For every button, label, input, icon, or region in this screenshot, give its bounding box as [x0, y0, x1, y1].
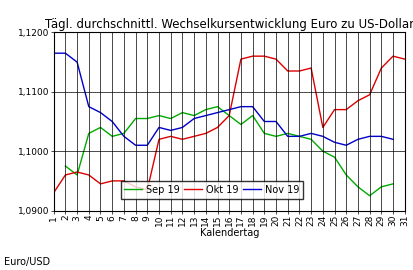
Okt 19	[203, 132, 208, 135]
Nov 19	[145, 144, 150, 147]
Nov 19	[63, 52, 68, 55]
Okt 19	[157, 138, 161, 141]
Nov 19	[75, 60, 80, 64]
Sep 19	[356, 185, 361, 188]
Nov 19	[86, 105, 91, 108]
Okt 19	[75, 170, 80, 174]
Text: Euro/USD: Euro/USD	[4, 257, 50, 267]
Sep 19	[63, 164, 68, 168]
Okt 19	[285, 69, 290, 73]
Sep 19	[98, 126, 103, 129]
Okt 19	[51, 191, 56, 194]
Okt 19	[215, 126, 220, 129]
Nov 19	[285, 135, 290, 138]
Sep 19	[192, 114, 197, 117]
Sep 19	[168, 117, 173, 120]
Okt 19	[238, 58, 243, 61]
Okt 19	[367, 93, 372, 96]
Sep 19	[180, 111, 185, 114]
Nov 19	[297, 135, 302, 138]
Okt 19	[110, 179, 115, 183]
Line: Okt 19: Okt 19	[54, 56, 405, 193]
Okt 19	[121, 179, 126, 183]
Nov 19	[391, 138, 396, 141]
Okt 19	[320, 126, 325, 129]
Sep 19	[227, 114, 232, 117]
Okt 19	[133, 185, 138, 188]
Sep 19	[285, 132, 290, 135]
Nov 19	[51, 52, 56, 55]
Legend: Sep 19, Okt 19, Nov 19: Sep 19, Okt 19, Nov 19	[121, 181, 303, 199]
Nov 19	[309, 132, 313, 135]
Title: Tägl. durchschnittl. Wechselkursentwicklung Euro zu US-Dollar: Tägl. durchschnittl. Wechselkursentwickl…	[45, 18, 413, 31]
Nov 19	[121, 135, 126, 138]
Line: Nov 19: Nov 19	[54, 53, 393, 145]
Okt 19	[98, 182, 103, 185]
Okt 19	[192, 135, 197, 138]
Okt 19	[227, 114, 232, 117]
Sep 19	[75, 173, 80, 177]
Okt 19	[391, 55, 396, 58]
Nov 19	[332, 141, 337, 144]
Sep 19	[238, 123, 243, 126]
Nov 19	[320, 135, 325, 138]
Sep 19	[250, 114, 255, 117]
Nov 19	[273, 120, 278, 123]
Nov 19	[215, 111, 220, 114]
Okt 19	[309, 66, 313, 70]
Sep 19	[215, 105, 220, 108]
Nov 19	[344, 144, 349, 147]
Sep 19	[121, 132, 126, 135]
Okt 19	[402, 58, 407, 61]
Nov 19	[367, 135, 372, 138]
Sep 19	[203, 108, 208, 111]
Sep 19	[309, 138, 313, 141]
Nov 19	[262, 120, 267, 123]
Okt 19	[273, 58, 278, 61]
Okt 19	[145, 188, 150, 191]
Okt 19	[168, 135, 173, 138]
Nov 19	[356, 138, 361, 141]
Sep 19	[273, 135, 278, 138]
Sep 19	[320, 150, 325, 153]
Okt 19	[86, 173, 91, 177]
Nov 19	[250, 105, 255, 108]
Sep 19	[145, 117, 150, 120]
Sep 19	[86, 132, 91, 135]
X-axis label: Kalendertag: Kalendertag	[199, 228, 259, 238]
Nov 19	[203, 114, 208, 117]
Okt 19	[356, 99, 361, 102]
Nov 19	[227, 108, 232, 111]
Nov 19	[168, 129, 173, 132]
Okt 19	[344, 108, 349, 111]
Sep 19	[391, 182, 396, 185]
Nov 19	[157, 126, 161, 129]
Sep 19	[367, 194, 372, 197]
Okt 19	[262, 55, 267, 58]
Sep 19	[157, 114, 161, 117]
Okt 19	[180, 138, 185, 141]
Sep 19	[262, 132, 267, 135]
Okt 19	[332, 108, 337, 111]
Line: Sep 19: Sep 19	[65, 107, 393, 196]
Okt 19	[379, 66, 384, 70]
Sep 19	[379, 185, 384, 188]
Nov 19	[180, 126, 185, 129]
Nov 19	[133, 144, 138, 147]
Okt 19	[63, 173, 68, 177]
Sep 19	[110, 135, 115, 138]
Sep 19	[297, 135, 302, 138]
Sep 19	[332, 156, 337, 159]
Sep 19	[344, 173, 349, 177]
Nov 19	[110, 120, 115, 123]
Sep 19	[133, 117, 138, 120]
Nov 19	[238, 105, 243, 108]
Nov 19	[192, 117, 197, 120]
Nov 19	[98, 111, 103, 114]
Nov 19	[379, 135, 384, 138]
Okt 19	[250, 55, 255, 58]
Okt 19	[297, 69, 302, 73]
